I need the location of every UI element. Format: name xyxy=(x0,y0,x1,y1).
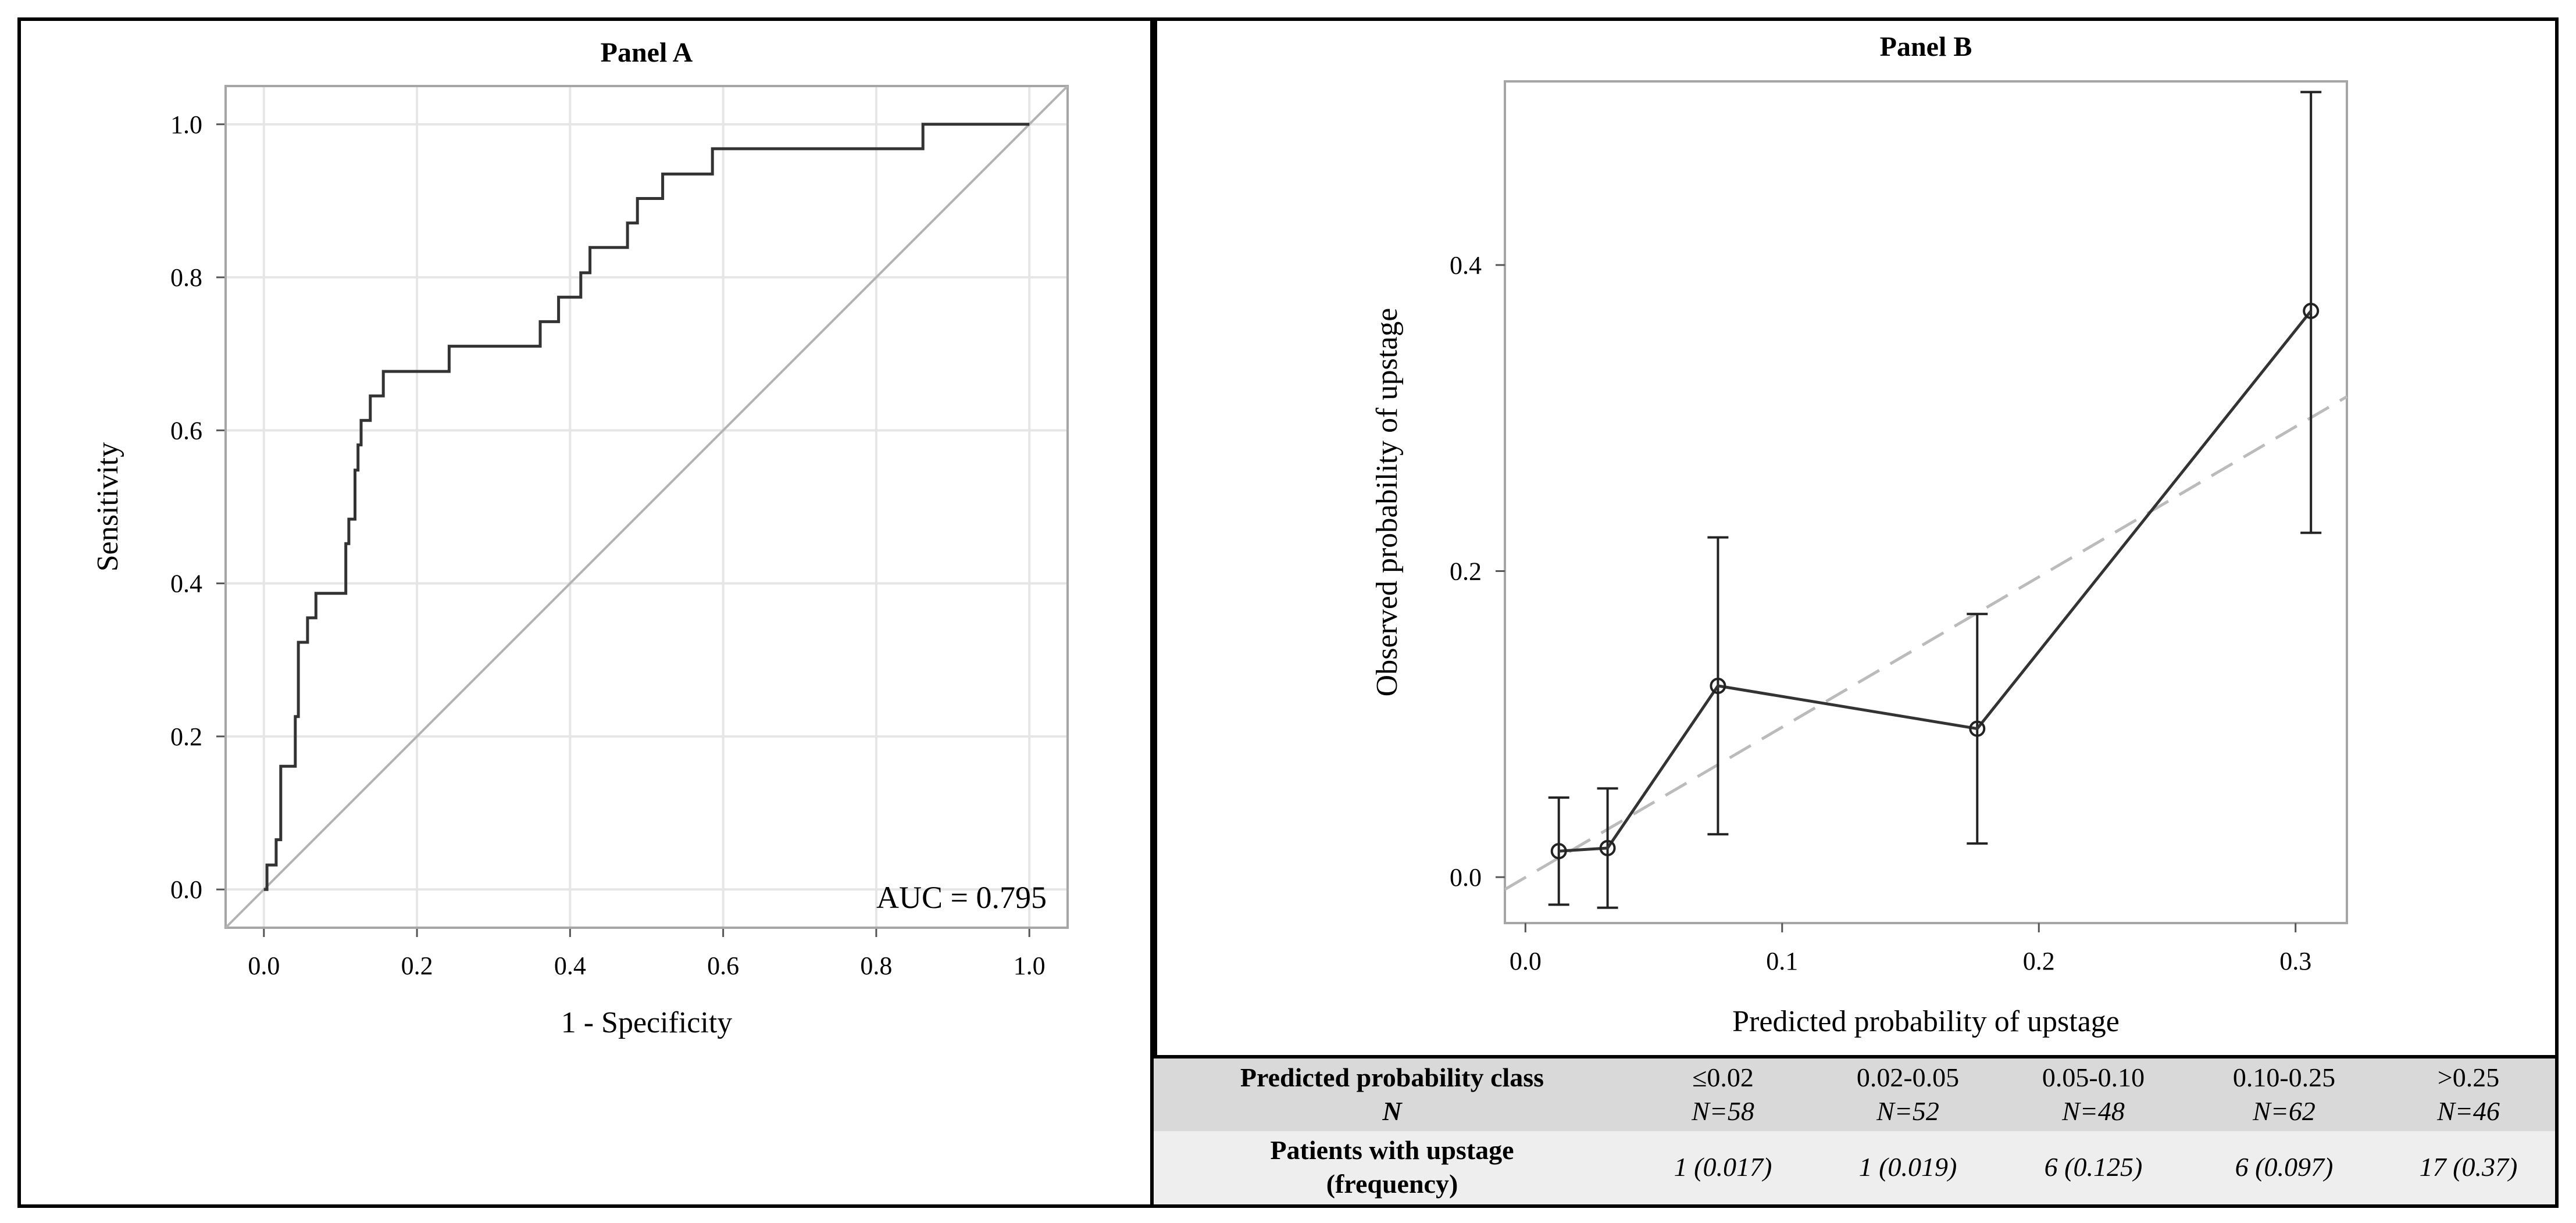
x-axis-label: Predicted probability of upstage xyxy=(1732,1005,2120,1038)
table-class: 0.02-0.05 xyxy=(1856,1063,1960,1092)
table-n-value: N=62 xyxy=(2253,1096,2315,1126)
table-class: ≤0.02 xyxy=(1692,1063,1754,1092)
y-tick-label: 0.6 xyxy=(170,416,202,445)
x-tick-label: 0.4 xyxy=(554,952,586,980)
roc-curve xyxy=(263,123,1030,891)
table-upstage-row: Patients with upstage (frequency) 1 (0.0… xyxy=(1154,1131,2555,1204)
table-class: 0.10-0.25 xyxy=(2232,1063,2336,1092)
y-tick-label: 0.2 xyxy=(1450,557,1482,585)
x-tick-label: 0.0 xyxy=(248,952,280,980)
perfect-calibration-line xyxy=(1504,395,2348,891)
x-tick-label: 1.0 xyxy=(1014,952,1046,980)
table-n-value: N=46 xyxy=(2437,1096,2500,1126)
table-upstage-value: 1 (0.019) xyxy=(1858,1152,1957,1182)
y-tick-label: 0.0 xyxy=(1450,863,1482,892)
x-tick-label: 0.1 xyxy=(1766,947,1798,975)
calibration-table: Predicted probability class N ≤0.02 0.02… xyxy=(1154,1055,2555,1204)
panel-b-plot-border xyxy=(1504,80,2348,924)
table-upstage-value: 17 (0.37) xyxy=(2419,1152,2518,1182)
y-tick-label: 0.8 xyxy=(170,263,202,292)
y-tick-label: 0.0 xyxy=(170,875,202,904)
calibration-point xyxy=(1550,843,1567,860)
y-tick-label: 0.2 xyxy=(170,723,202,751)
table-upstage-label-frequency: (frequency) xyxy=(1326,1169,1458,1199)
table-header-label: Predicted probability class xyxy=(1240,1063,1544,1092)
x-tick-label: 0.3 xyxy=(2279,947,2311,975)
y-tick-label: 0.4 xyxy=(170,570,202,598)
x-tick-label: 0.0 xyxy=(1510,947,1542,975)
table-header-row: Predicted probability class N ≤0.02 0.02… xyxy=(1154,1058,2555,1131)
table-n-value: N=58 xyxy=(1692,1096,1754,1126)
calibration-line xyxy=(1558,310,2313,853)
calibration-point xyxy=(2303,302,2320,319)
y-tick-label: 1.0 xyxy=(170,110,202,139)
calibration-point xyxy=(1599,839,1616,856)
table-class: >0.25 xyxy=(2437,1063,2500,1092)
panel-b-title: Panel B xyxy=(1880,31,1972,62)
x-tick-label: 0.2 xyxy=(2023,947,2055,975)
table-n-label: N xyxy=(1382,1096,1402,1126)
calibration-point xyxy=(1710,677,1726,694)
y-axis-label: Sensitivity xyxy=(91,442,124,571)
table-upstage-value: 6 (0.125) xyxy=(2044,1152,2143,1182)
y-axis-label: Observed probability of upstage xyxy=(1371,308,1404,697)
x-tick-label: 0.2 xyxy=(401,952,433,980)
x-tick-label: 0.8 xyxy=(860,952,892,980)
table-upstage-label: Patients with upstage xyxy=(1270,1135,1514,1165)
panel-a-title: Panel A xyxy=(601,37,693,68)
roc-reference-line xyxy=(224,85,1069,929)
calibration-point xyxy=(1969,720,1986,737)
table-n-value: N=48 xyxy=(2062,1096,2125,1126)
y-tick-label: 0.4 xyxy=(1450,251,1482,280)
table-n-value: N=52 xyxy=(1876,1096,1939,1126)
table-upstage-value: 6 (0.097) xyxy=(2235,1152,2334,1182)
panel-a-plot-border xyxy=(224,85,1069,929)
x-tick-label: 0.6 xyxy=(707,952,739,980)
table-upstage-value: 1 (0.017) xyxy=(1674,1152,1772,1182)
x-axis-label: 1 - Specificity xyxy=(561,1006,733,1039)
panel-a-frame xyxy=(17,17,1157,1208)
panel-b-frame xyxy=(1150,17,2559,1208)
auc-annotation: AUC = 0.795 xyxy=(876,880,1047,915)
table-class: 0.05-0.10 xyxy=(2042,1063,2145,1092)
